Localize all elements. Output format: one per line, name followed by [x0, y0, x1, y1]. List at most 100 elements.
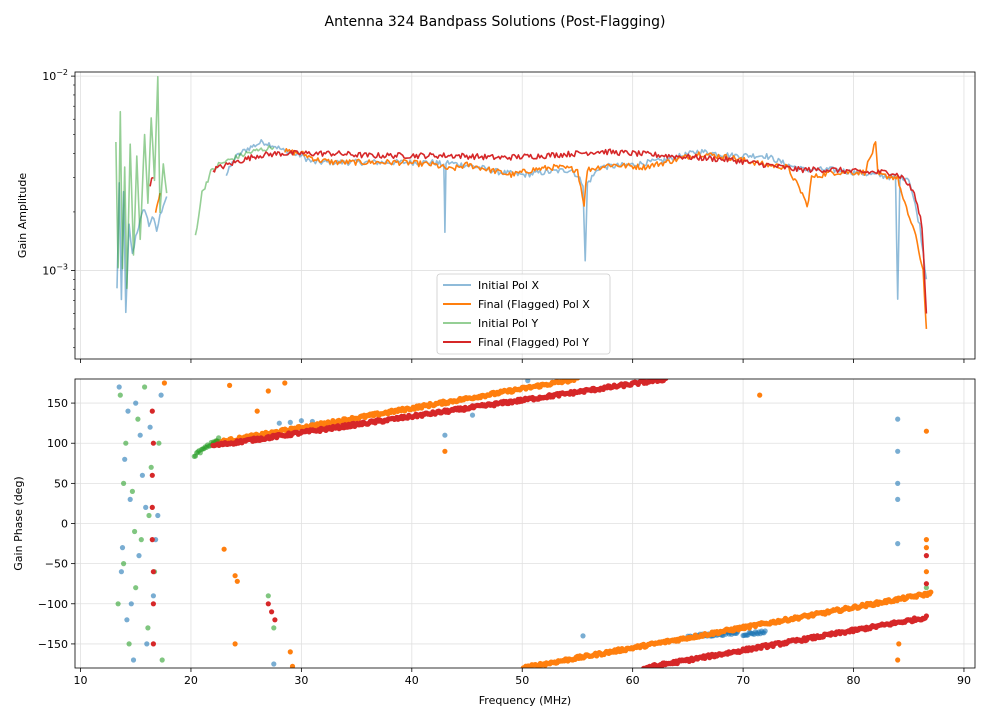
phase-point-initial-y	[145, 625, 151, 631]
phase-ytick-label: −50	[45, 558, 68, 571]
phase-point-initial-x	[895, 416, 901, 422]
x-axis-label: Frequency (MHz)	[479, 694, 571, 707]
phase-ylabel: Gain Phase (deg)	[12, 476, 25, 570]
phase-point-initial-y	[121, 480, 127, 486]
phase-point-initial-x	[133, 400, 139, 406]
phase-point-initial-x	[122, 456, 128, 462]
amp-line-initial-y	[115, 76, 168, 290]
phase-point-initial-y	[123, 440, 129, 446]
phase-point-final-y	[923, 613, 930, 619]
phase-point-initial-x	[118, 569, 124, 575]
phase-point-final-x	[289, 663, 296, 668]
phase-point-initial-x	[128, 601, 134, 607]
phase-point-initial-x	[147, 424, 153, 430]
phase-ytick-label: 0	[61, 518, 68, 531]
amp-line-final-y	[149, 176, 154, 187]
phase-point-final-y	[149, 504, 155, 510]
phase-point-final-x	[254, 408, 260, 414]
phase-point-initial-y	[138, 537, 144, 543]
phase-point-final-y	[269, 609, 275, 615]
legend: Initial Pol X Final (Flagged) Pol X Init…	[436, 273, 611, 355]
phase-ytick-label: 100	[47, 437, 68, 450]
phase-x-ticks: 10 20 30 40 50 60 70 80 90	[74, 668, 971, 687]
x-tick-label: 40	[405, 674, 419, 687]
phase-point-initial-y	[135, 416, 141, 422]
phase-point-initial-y	[923, 585, 930, 591]
phase-point-initial-x	[580, 633, 586, 639]
phase-point-initial-y	[271, 625, 277, 631]
phase-point-final-x	[161, 380, 167, 386]
phase-point-final-x	[923, 569, 930, 575]
phase-point-initial-y	[133, 585, 139, 591]
phase-point-final-x	[895, 657, 901, 663]
phase-point-initial-x	[137, 432, 143, 438]
phase-point-initial-y	[117, 392, 123, 398]
phase-point-initial-y	[132, 528, 138, 535]
x-tick-label: 90	[957, 674, 971, 687]
phase-point-initial-x	[144, 641, 150, 647]
amp-line-initial-y	[194, 145, 275, 236]
phase-point-final-y	[150, 440, 156, 446]
phase-point-final-x	[232, 641, 238, 647]
phase-point-initial-x	[125, 408, 131, 414]
phase-point-initial-y	[216, 435, 222, 441]
phase-ytick-label: 150	[47, 397, 68, 410]
legend-entry-initial-x: Initial Pol X	[443, 279, 539, 292]
phase-point-final-x	[287, 649, 293, 655]
amp-ytick-base: 10	[42, 264, 56, 277]
phase-point-final-y	[150, 601, 156, 607]
phase-y-ticks: −150 −100 −50 0 50 100 150	[38, 397, 75, 651]
amplitude-x-ticks	[80, 359, 965, 363]
phase-point-initial-x	[442, 432, 448, 438]
phase-point-final-x	[923, 545, 930, 551]
amp-ytick-exp: −3	[56, 262, 68, 271]
phase-point-initial-x	[469, 412, 476, 418]
phase-point-initial-y	[146, 512, 152, 519]
phase-point-final-x	[928, 589, 934, 595]
phase-point-final-x	[923, 428, 930, 434]
phase-ytick-label: −100	[38, 598, 68, 611]
phase-point-initial-x	[287, 419, 293, 425]
phase-point-final-x	[227, 382, 233, 388]
phase-point-final-x	[221, 546, 227, 552]
x-tick-label: 70	[736, 674, 750, 687]
phase-point-final-y	[149, 537, 155, 543]
phase-point-initial-y	[129, 488, 135, 494]
phase-point-initial-x	[124, 617, 130, 623]
phase-ytick-label: 50	[54, 477, 68, 490]
phase-point-final-y	[149, 472, 155, 478]
phase-point-initial-x	[119, 545, 126, 551]
phase-point-initial-y	[121, 561, 127, 567]
phase-point-initial-x	[895, 541, 901, 547]
phase-point-final-y	[923, 553, 930, 559]
legend-entry-final-x: Final (Flagged) Pol X	[443, 298, 590, 311]
amplitude-panel: 10−310−2 Gain Amplitude	[16, 68, 976, 363]
phase-point-initial-y	[126, 641, 132, 647]
phase-point-initial-x	[895, 496, 901, 502]
phase-point-final-y	[923, 581, 930, 587]
phase-point-final-x	[282, 380, 288, 386]
phase-point-initial-x	[762, 628, 768, 634]
chart-title: Antenna 324 Bandpass Solutions (Post-Fla…	[325, 14, 666, 30]
legend-label-final-x: Final (Flagged) Pol X	[478, 298, 590, 311]
amp-line-final-y	[212, 148, 928, 314]
phase-point-initial-y	[159, 657, 165, 663]
phase-point-final-x	[232, 573, 238, 579]
x-tick-label: 20	[184, 674, 198, 687]
phase-point-initial-x	[116, 384, 122, 390]
phase-point-initial-x	[895, 480, 901, 486]
amplitude-ylabel: Gain Amplitude	[16, 173, 29, 258]
phase-point-initial-x	[271, 661, 277, 667]
amp-line-final-x	[284, 141, 928, 329]
phase-point-final-y	[150, 569, 156, 575]
amplitude-series	[115, 76, 928, 329]
phase-point-initial-x	[143, 504, 149, 510]
phase-ytick-label: −150	[38, 638, 68, 651]
legend-label-initial-y: Initial Pol Y	[478, 317, 538, 330]
phase-point-initial-y	[156, 440, 162, 446]
phase-point-final-x	[923, 537, 930, 543]
phase-series	[115, 379, 934, 668]
phase-point-initial-x	[298, 418, 304, 424]
x-tick-label: 50	[515, 674, 529, 687]
